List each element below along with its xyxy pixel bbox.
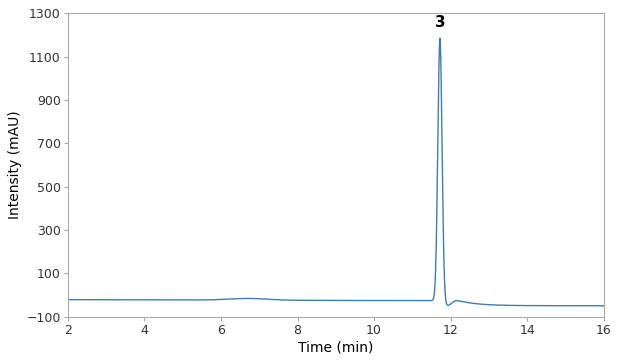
Text: 3: 3	[435, 15, 445, 30]
X-axis label: Time (min): Time (min)	[298, 340, 373, 355]
Y-axis label: Intensity (mAU): Intensity (mAU)	[8, 111, 22, 219]
